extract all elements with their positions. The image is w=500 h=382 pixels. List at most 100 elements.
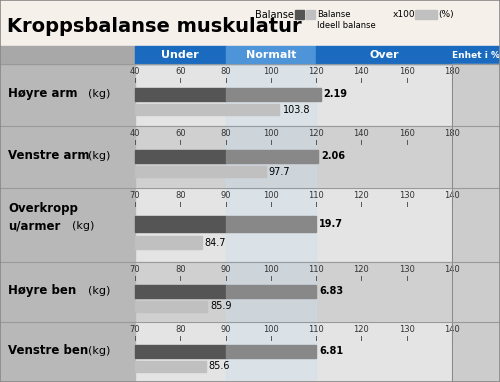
- Text: 90: 90: [220, 191, 231, 200]
- Text: 100: 100: [263, 265, 278, 274]
- Text: 160: 160: [399, 67, 414, 76]
- Text: 6.81: 6.81: [319, 346, 344, 356]
- Text: 110: 110: [308, 325, 324, 334]
- Text: 80: 80: [175, 191, 186, 200]
- Text: (kg): (kg): [88, 89, 110, 99]
- Bar: [0, 188, 500, 262]
- Text: 100: 100: [263, 325, 278, 334]
- Text: 180: 180: [444, 129, 460, 138]
- Text: 130: 130: [399, 265, 414, 274]
- Text: (kg): (kg): [72, 222, 94, 231]
- Text: Venstre arm: Venstre arm: [8, 149, 89, 162]
- Text: Høyre ben: Høyre ben: [8, 284, 76, 297]
- Bar: [452, 64, 500, 126]
- Text: Over: Over: [370, 50, 399, 60]
- Text: 60: 60: [175, 67, 186, 76]
- Bar: [135, 301, 207, 312]
- Text: 140: 140: [354, 129, 370, 138]
- Bar: [226, 46, 316, 64]
- Bar: [452, 46, 500, 64]
- Text: Balanse
Ideell balanse: Balanse Ideell balanse: [317, 10, 376, 30]
- Text: 70: 70: [130, 325, 140, 334]
- Bar: [0, 262, 135, 322]
- Text: (kg): (kg): [88, 286, 110, 296]
- Text: 2.06: 2.06: [322, 151, 345, 161]
- Text: 84.7: 84.7: [204, 238, 226, 248]
- Text: 120: 120: [354, 325, 370, 334]
- Bar: [226, 64, 316, 126]
- Bar: [226, 345, 316, 358]
- Text: 80: 80: [220, 67, 231, 76]
- Text: 140: 140: [444, 191, 460, 200]
- Bar: [415, 10, 437, 19]
- Text: 120: 120: [308, 67, 324, 76]
- Text: 120: 120: [308, 129, 324, 138]
- Text: Venstre ben: Venstre ben: [8, 344, 88, 357]
- Text: 180: 180: [444, 67, 460, 76]
- Text: Kroppsbalanse muskulatur: Kroppsbalanse muskulatur: [7, 16, 302, 36]
- Text: 85.6: 85.6: [208, 361, 230, 371]
- Text: (kg): (kg): [88, 346, 110, 356]
- Bar: [0, 64, 135, 126]
- Bar: [452, 262, 500, 322]
- Bar: [135, 87, 226, 101]
- Bar: [135, 285, 226, 298]
- Text: 140: 140: [444, 265, 460, 274]
- Text: (%): (%): [438, 10, 454, 19]
- Bar: [0, 126, 135, 188]
- Bar: [226, 188, 316, 262]
- Text: 40: 40: [130, 67, 140, 76]
- Text: 90: 90: [220, 325, 231, 334]
- Text: x100: x100: [393, 10, 415, 19]
- Text: 100: 100: [263, 129, 278, 138]
- Text: 160: 160: [399, 129, 414, 138]
- Bar: [0, 46, 135, 64]
- Text: Normalt: Normalt: [246, 50, 296, 60]
- Text: u/armer: u/armer: [8, 220, 60, 233]
- Text: Enhet i %: Enhet i %: [452, 50, 500, 60]
- Bar: [452, 322, 500, 382]
- Bar: [452, 126, 500, 188]
- Bar: [135, 166, 266, 178]
- Text: 19.7: 19.7: [319, 219, 343, 229]
- Bar: [135, 150, 226, 163]
- Bar: [135, 236, 202, 249]
- Text: 6.83: 6.83: [319, 286, 344, 296]
- Text: 2.19: 2.19: [324, 89, 347, 99]
- Bar: [0, 64, 500, 126]
- Bar: [135, 345, 226, 358]
- Text: 70: 70: [130, 265, 140, 274]
- Text: 100: 100: [263, 67, 278, 76]
- Text: 60: 60: [175, 129, 186, 138]
- Text: Balanse: Balanse: [255, 10, 294, 19]
- Bar: [135, 216, 226, 232]
- Text: 130: 130: [399, 191, 414, 200]
- Bar: [135, 46, 226, 64]
- Bar: [135, 361, 206, 372]
- Text: 70: 70: [130, 191, 140, 200]
- Text: 103.8: 103.8: [282, 105, 310, 115]
- Text: 40: 40: [130, 129, 140, 138]
- Bar: [226, 126, 316, 188]
- Text: 90: 90: [220, 265, 231, 274]
- Text: 110: 110: [308, 265, 324, 274]
- Text: 120: 120: [354, 191, 370, 200]
- Text: (kg): (kg): [88, 151, 110, 161]
- Bar: [295, 10, 304, 19]
- Bar: [316, 46, 452, 64]
- Text: 100: 100: [263, 191, 278, 200]
- Text: 85.9: 85.9: [210, 301, 232, 311]
- Bar: [306, 10, 315, 19]
- Bar: [226, 87, 320, 101]
- Text: Overkropp: Overkropp: [8, 202, 78, 215]
- Bar: [226, 216, 316, 232]
- Text: 140: 140: [354, 67, 370, 76]
- Text: 80: 80: [220, 129, 231, 138]
- Bar: [226, 150, 318, 163]
- Bar: [0, 126, 500, 188]
- Bar: [0, 322, 135, 382]
- Text: 110: 110: [308, 191, 324, 200]
- Bar: [226, 285, 316, 298]
- Text: Under: Under: [162, 50, 199, 60]
- Bar: [0, 188, 135, 262]
